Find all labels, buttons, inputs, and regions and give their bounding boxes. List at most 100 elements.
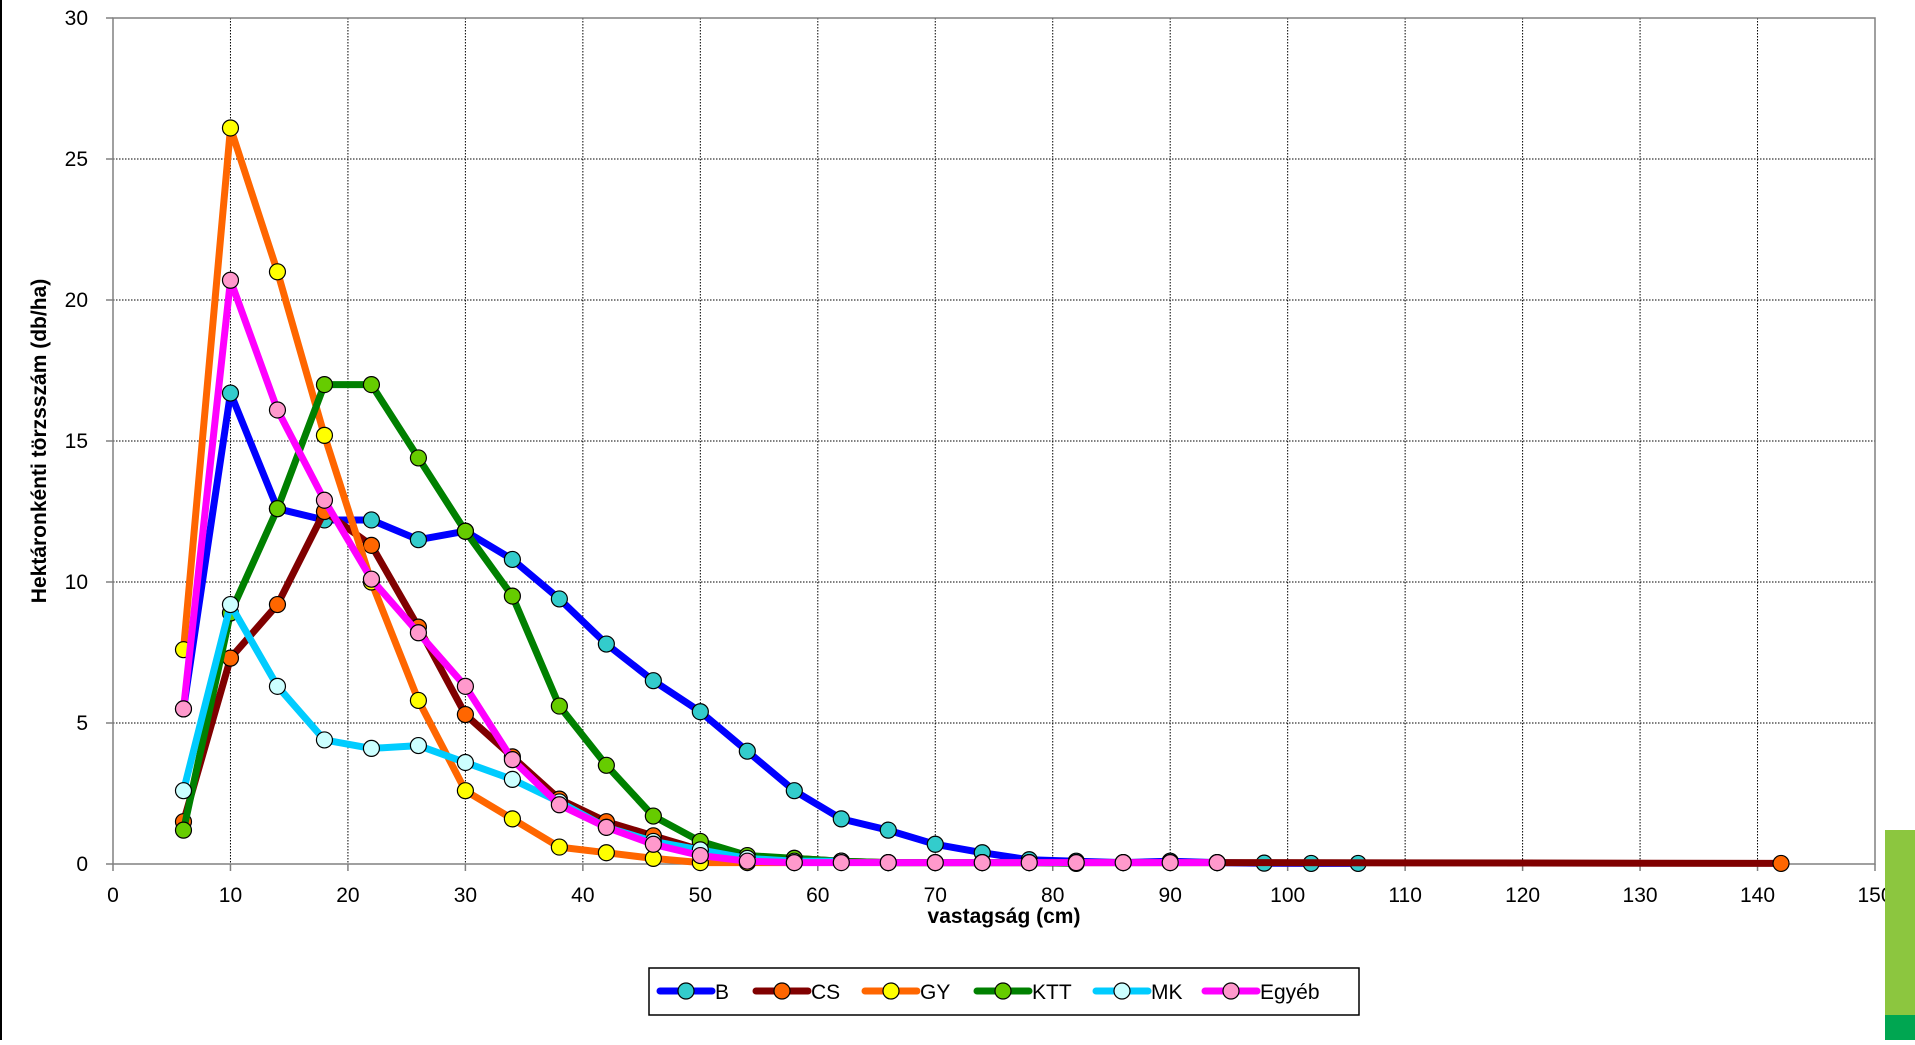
data-point-ktt: [268, 500, 287, 518]
data-point-egy-b: [738, 852, 756, 870]
x-tick-label: 0: [107, 884, 119, 907]
data-point-egy-b: [691, 846, 709, 865]
legend-label: MK: [1151, 981, 1183, 1004]
data-point-b: [221, 384, 240, 402]
x-tick-label: 40: [571, 884, 594, 907]
data-point-egy-b: [1020, 853, 1038, 872]
data-point-mk: [268, 677, 287, 695]
y-tick-label: 30: [65, 7, 88, 30]
data-point-cs: [1772, 854, 1790, 873]
data-point-gy: [597, 844, 615, 862]
data-point-egy-b: [456, 677, 474, 695]
data-point-ktt: [362, 376, 381, 394]
data-point-mk: [362, 739, 381, 757]
x-tick-label: 150: [1857, 884, 1892, 907]
data-point-ktt: [644, 807, 662, 825]
data-point-egy-b: [644, 835, 662, 853]
legend-item-cs: CS: [752, 981, 840, 1004]
data-point-ktt: [315, 376, 334, 394]
data-point-egy-b: [597, 818, 615, 836]
data-point-egy-b: [1208, 853, 1226, 872]
legend-label: KTT: [1032, 981, 1072, 1004]
data-point-egy-b: [174, 700, 193, 718]
x-tick-label: 10: [219, 884, 242, 907]
x-tick-label: 120: [1505, 884, 1540, 907]
data-point-cs: [362, 536, 381, 554]
y-tick-label: 10: [65, 571, 88, 594]
data-point-cs: [456, 705, 474, 724]
x-tick-label: 100: [1270, 884, 1305, 907]
data-point-gy: [550, 838, 568, 856]
grid-layer: [113, 18, 1875, 864]
legend-swatch-marker: [1113, 982, 1131, 1000]
data-point-egy-b: [879, 853, 897, 872]
x-tick-label: 90: [1159, 884, 1182, 907]
legend-label: CS: [811, 981, 840, 1004]
y-tick-label: 0: [76, 853, 88, 876]
legend-item-gy: GY: [861, 981, 950, 1004]
x-tick-label: 60: [806, 884, 829, 907]
data-point-mk: [221, 595, 240, 614]
data-point-b: [879, 821, 897, 839]
data-point-egy-b: [315, 491, 334, 509]
legend-items: B CS GY KTT MK Egyéb: [656, 981, 1320, 1004]
series-egy-b: [174, 271, 1226, 872]
x-tick-label: 110: [1388, 884, 1421, 907]
x-tick-label: 20: [336, 884, 359, 907]
data-point-b: [738, 742, 756, 760]
data-point-b: [550, 590, 568, 608]
data-point-gy: [409, 691, 428, 710]
data-point-mk: [503, 770, 521, 789]
legend-swatch-marker: [882, 982, 900, 1000]
data-point-b: [832, 810, 850, 828]
data-point-ktt: [174, 821, 193, 839]
data-point-b: [785, 782, 803, 800]
data-point-b: [503, 550, 521, 569]
x-tick-label: 140: [1740, 884, 1775, 907]
y-axis-title: Hektáronkénti törzsszám (db/ha): [28, 279, 51, 603]
axis-layer: 0 10 20 30 40 50 60 70 80 90 100 110 120 130 140 150 0 5 1…: [65, 7, 1893, 907]
data-point-mk: [456, 753, 474, 772]
series-layer: [174, 119, 1790, 873]
x-tick-label: 80: [1041, 884, 1064, 907]
data-point-gy: [268, 263, 287, 281]
x-axis-title: vastagság (cm): [928, 905, 1081, 928]
data-point-ktt: [597, 756, 615, 774]
legend-label: GY: [920, 981, 950, 1004]
legend-swatch-marker: [677, 982, 695, 1000]
x-tick-label: 130: [1623, 884, 1658, 907]
corner-decoration-dark: [1885, 1015, 1915, 1040]
legend-swatch-marker: [994, 982, 1012, 1000]
x-tick-label: 30: [454, 884, 477, 907]
data-point-egy-b: [973, 853, 991, 872]
data-point-ktt: [409, 449, 428, 467]
data-point-egy-b: [1067, 853, 1085, 872]
data-point-ktt: [550, 697, 568, 715]
legend-label: Egyéb: [1260, 981, 1320, 1004]
data-point-mk: [409, 736, 428, 755]
data-point-mk: [174, 782, 193, 800]
data-point-b: [362, 511, 381, 529]
data-point-egy-b: [785, 853, 803, 872]
legend-swatch-marker: [773, 982, 791, 1000]
legend-item-mk: MK: [1092, 981, 1183, 1004]
legend-item-b: B: [656, 981, 729, 1004]
data-point-gy: [315, 426, 334, 444]
data-point-egy-b: [221, 271, 240, 289]
data-point-egy-b: [409, 624, 428, 642]
data-point-b: [597, 635, 615, 653]
corner-decoration-light: [1885, 830, 1915, 1015]
legend-swatch-marker: [1222, 982, 1240, 1000]
data-point-egy-b: [503, 751, 521, 769]
data-point-b: [926, 835, 944, 853]
data-point-egy-b: [1161, 853, 1179, 872]
x-tick-label: 70: [924, 884, 947, 907]
legend-item-ktt: KTT: [973, 981, 1072, 1004]
x-tick-label: 50: [689, 884, 712, 907]
data-point-gy: [456, 782, 474, 800]
y-tick-label: 20: [65, 289, 88, 312]
data-point-cs: [268, 595, 287, 614]
legend-item-egy-b: Egyéb: [1201, 981, 1320, 1004]
